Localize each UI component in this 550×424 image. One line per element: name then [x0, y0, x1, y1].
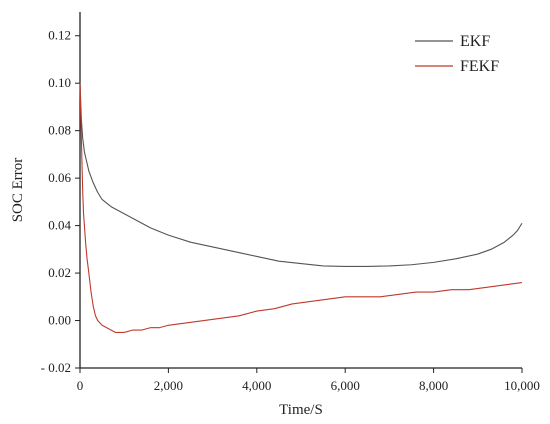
- y-tick-label: 0.12: [48, 28, 71, 43]
- x-tick-label: 4,000: [242, 378, 271, 393]
- x-tick-label: 10,000: [504, 378, 540, 393]
- ticks-group: 0 2,000 4,000 6,000 8,000 10,000 - 0.02 0.00 0.0…: [41, 28, 540, 393]
- y-axis-title: SOC Error: [10, 158, 26, 223]
- legend-label-fekf: FEKF: [460, 58, 499, 75]
- y-tick-label: 0.04: [48, 218, 71, 233]
- series-group: [79, 83, 523, 333]
- series-line-ekf: [79, 83, 523, 267]
- y-tick-label: 0.02: [48, 265, 71, 280]
- y-tick-label: - 0.02: [41, 360, 71, 375]
- axes-group: [79, 12, 522, 369]
- legend: EKF FEKF: [415, 33, 499, 75]
- x-tick-label: 6,000: [331, 378, 360, 393]
- y-tick-label: 0.00: [48, 313, 71, 328]
- y-tick-label: 0.08: [48, 123, 71, 138]
- x-tick-label: 0: [77, 378, 84, 393]
- x-tick-label: 8,000: [419, 378, 448, 393]
- series-line-fekf: [79, 83, 523, 333]
- y-tick-label: 0.06: [48, 170, 71, 185]
- y-tick-label: 0.10: [48, 75, 71, 90]
- x-tick-label: 2,000: [154, 378, 183, 393]
- legend-label-ekf: EKF: [460, 33, 490, 50]
- x-axis-title: Time/S: [279, 402, 323, 418]
